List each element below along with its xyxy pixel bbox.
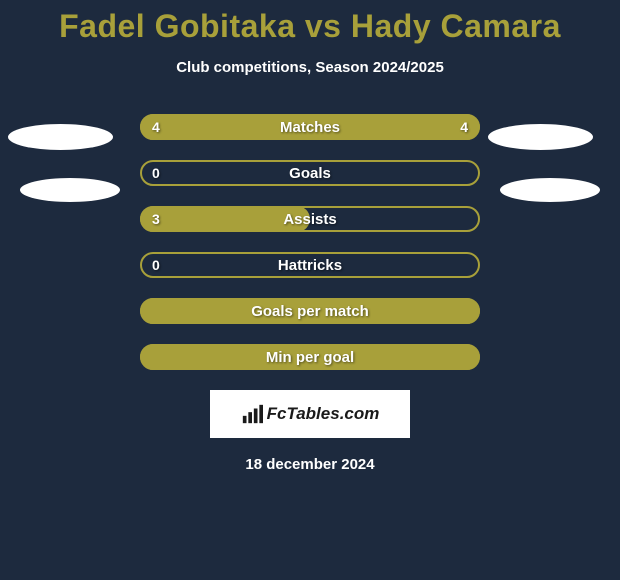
stat-value-left: 0 <box>152 160 160 186</box>
stat-label: Min per goal <box>140 344 480 370</box>
stat-row: Assists3 <box>140 206 480 232</box>
logo-box: FcTables.com <box>210 390 410 438</box>
player1-badge-2 <box>20 178 120 202</box>
stat-row: Matches4 4 <box>140 114 480 140</box>
player2-badge-2 <box>500 178 600 202</box>
page-subtitle: Club competitions, Season 2024/2025 <box>0 59 620 76</box>
stat-row: Goals0 <box>140 160 480 186</box>
stat-value-left: 4 <box>152 114 160 140</box>
player1-badge-1 <box>8 124 113 150</box>
stat-label: Matches <box>140 114 480 140</box>
stat-label: Goals <box>140 160 480 186</box>
stat-label: Assists <box>140 206 480 232</box>
stat-value-left: 0 <box>152 252 160 278</box>
chart-date: 18 december 2024 <box>0 456 620 473</box>
stat-label: Hattricks <box>140 252 480 278</box>
stat-value-right: 4 <box>460 114 468 140</box>
stat-row: Goals per match <box>140 298 480 324</box>
player2-badge-1 <box>488 124 593 150</box>
stat-label: Goals per match <box>140 298 480 324</box>
stat-value-left: 3 <box>152 206 160 232</box>
page-title: Fadel Gobitaka vs Hady Camara <box>0 0 620 45</box>
comparison-chart: Matches44Goals0Assists3Hattricks0Goals p… <box>140 114 480 370</box>
stat-row: Hattricks0 <box>140 252 480 278</box>
stat-row: Min per goal <box>140 344 480 370</box>
logo-text: FcTables.com <box>267 404 380 424</box>
bar-chart-icon <box>241 403 263 425</box>
